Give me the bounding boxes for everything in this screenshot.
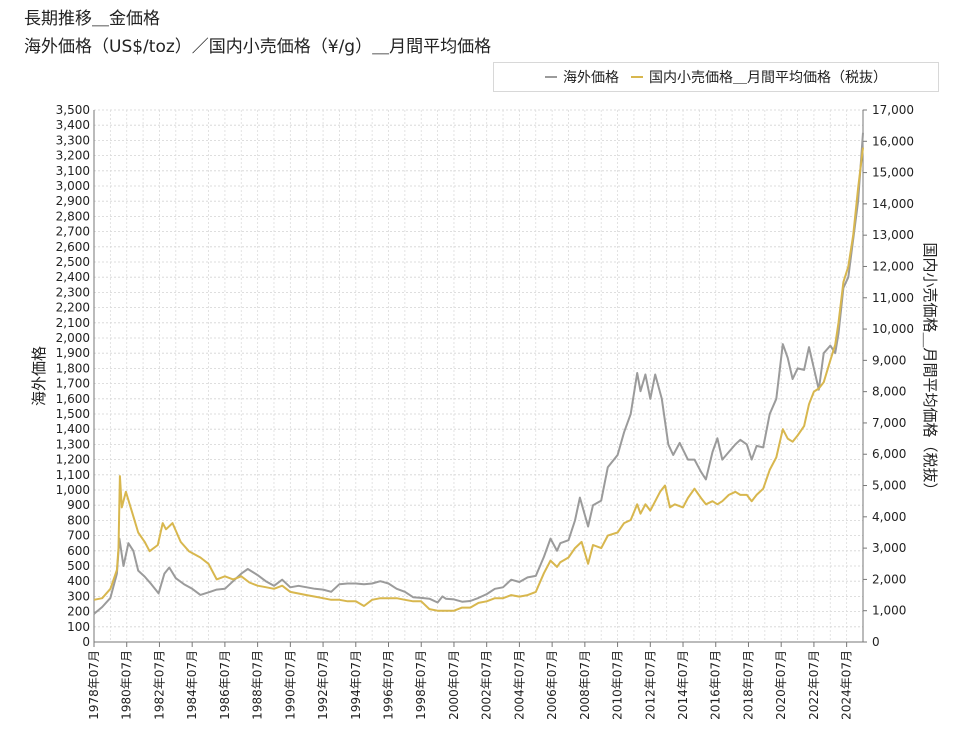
legend-item-overseas[interactable]: 海外価格 <box>545 67 619 87</box>
x-tick-label: 2018年07月 <box>741 650 755 720</box>
y-right-tick-label: 4,000 <box>872 510 906 524</box>
x-tick-label: 1980年07月 <box>120 650 134 720</box>
y-left-tick-label: 2,700 <box>56 225 90 239</box>
x-tick-label: 2010年07月 <box>611 650 625 720</box>
chart-legend: 海外価格 国内小売価格＿月間平均価格（税抜） <box>493 62 939 92</box>
y-left-tick-label: 1,700 <box>56 377 90 391</box>
y-left-tick-label: 1,000 <box>56 483 90 497</box>
x-tick-label: 1986年07月 <box>218 650 232 720</box>
y-left-tick-label: 700 <box>67 529 90 543</box>
series-line-overseas <box>93 132 864 615</box>
x-tick-label: 1982年07月 <box>152 650 166 720</box>
y-left-tick-label: 800 <box>67 513 90 527</box>
x-tick-label: 1978年07月 <box>87 650 101 720</box>
y-left-tick-label: 100 <box>67 620 90 634</box>
x-tick-label: 1988年07月 <box>251 650 265 720</box>
x-tick-label: 1998年07月 <box>414 650 428 720</box>
y-left-tick-label: 3,300 <box>56 133 90 147</box>
x-tick-label: 2000年07月 <box>447 650 461 720</box>
y-axis-right-title: 国内小売価格＿月間平均価格（税抜） <box>921 242 939 497</box>
y-left-tick-label: 2,800 <box>56 209 90 223</box>
y-left-tick-label: 3,500 <box>56 103 90 117</box>
y-left-tick-label: 3,200 <box>56 149 90 163</box>
y-left-tick-label: 1,300 <box>56 437 90 451</box>
x-tick-label: 1990年07月 <box>283 650 297 720</box>
y-left-tick-label: 0 <box>82 635 90 649</box>
y-left-tick-label: 1,900 <box>56 346 90 360</box>
y-right-tick-label: 16,000 <box>872 134 914 148</box>
y-left-tick-label: 2,100 <box>56 316 90 330</box>
y-axis-left: 01002003004005006007008009001,0001,1001,… <box>56 103 90 649</box>
y-left-tick-label: 400 <box>67 574 90 588</box>
y-left-tick-label: 900 <box>67 498 90 512</box>
legend-label-domestic: 国内小売価格＿月間平均価格（税抜） <box>649 70 887 86</box>
y-right-tick-label: 17,000 <box>872 103 914 117</box>
x-tick-label: 2002年07月 <box>480 650 494 720</box>
y-right-tick-label: 5,000 <box>872 479 906 493</box>
x-tick-label: 2024年07月 <box>840 650 854 720</box>
y-left-tick-label: 1,500 <box>56 407 90 421</box>
y-right-tick-label: 9,000 <box>872 353 906 367</box>
y-axis-right: 0 1,000 2,000 3,000 4,000 5,000 6,000 7,000 8,00… <box>863 103 914 649</box>
y-right-tick-label: 2,000 <box>872 572 906 586</box>
y-right-tick-label: 14,000 <box>872 197 914 211</box>
y-right-tick-label: 11,000 <box>872 291 914 305</box>
grid-lines <box>94 109 863 643</box>
x-tick-label: 2004年07月 <box>512 650 526 720</box>
y-right-tick-label: 1,000 <box>872 604 906 618</box>
y-left-tick-label: 3,400 <box>56 118 90 132</box>
y-left-tick-label: 2,900 <box>56 194 90 208</box>
y-left-tick-label: 600 <box>67 544 90 558</box>
plot-frame <box>93 110 864 643</box>
y-left-tick-label: 1,200 <box>56 453 90 467</box>
series-line-domestic <box>93 147 864 612</box>
legend-item-domestic[interactable]: 国内小売価格＿月間平均価格（税抜） <box>631 67 887 87</box>
y-left-tick-label: 3,100 <box>56 164 90 178</box>
y-right-tick-label: 8,000 <box>872 385 906 399</box>
y-left-tick-label: 2,200 <box>56 301 90 315</box>
y-left-tick-label: 2,000 <box>56 331 90 345</box>
legend-label-overseas: 海外価格 <box>563 70 619 86</box>
x-tick-label: 1994年07月 <box>349 650 363 720</box>
x-tick-label: 1992年07月 <box>316 650 330 720</box>
y-left-tick-label: 2,300 <box>56 285 90 299</box>
y-left-tick-label: 2,400 <box>56 270 90 284</box>
x-tick-label: 2008年07月 <box>578 650 592 720</box>
y-left-tick-label: 2,600 <box>56 240 90 254</box>
x-tick-label: 2012年07月 <box>643 650 657 720</box>
y-left-tick-label: 1,400 <box>56 422 90 436</box>
x-tick-label: 1984年07月 <box>185 650 199 720</box>
x-tick-label: 2014年07月 <box>676 650 690 720</box>
x-tick-label: 2006年07月 <box>545 650 559 720</box>
x-axis: 1978年07月 1980年07月 1982年07月 1984年07月 1986年07月… <box>87 642 854 720</box>
y-right-tick-label: 6,000 <box>872 447 906 461</box>
y-right-tick-label: 10,000 <box>872 322 914 336</box>
x-tick-label: 1996年07月 <box>382 650 396 720</box>
y-right-tick-label: 3,000 <box>872 541 906 555</box>
series-lines <box>93 132 864 615</box>
y-left-tick-label: 1,100 <box>56 468 90 482</box>
y-left-tick-label: 2,500 <box>56 255 90 269</box>
y-right-tick-label: 15,000 <box>872 166 914 180</box>
chart-subtitle: 海外価格（US$/toz）／国内小売価格（¥/g）＿月間平均価格 <box>24 37 492 57</box>
y-right-tick-label: 13,000 <box>872 228 914 242</box>
y-left-tick-label: 500 <box>67 559 90 573</box>
y-left-tick-label: 200 <box>67 605 90 619</box>
y-right-tick-label: 12,000 <box>872 259 914 273</box>
y-right-tick-label: 7,000 <box>872 416 906 430</box>
legend-swatch-domestic <box>631 76 643 78</box>
y-left-tick-label: 300 <box>67 589 90 603</box>
y-axis-left-title: 海外価格 <box>30 346 48 406</box>
y-left-tick-label: 3,000 <box>56 179 90 193</box>
legend-swatch-overseas <box>545 76 557 78</box>
x-tick-label: 2016年07月 <box>709 650 723 720</box>
y-right-tick-label: 0 <box>872 635 880 649</box>
x-tick-label: 2020年07月 <box>774 650 788 720</box>
chart-title: 長期推移＿金価格 <box>24 9 160 29</box>
y-left-tick-label: 1,600 <box>56 392 90 406</box>
x-tick-label: 2022年07月 <box>807 650 821 720</box>
y-left-tick-label: 1,800 <box>56 361 90 375</box>
